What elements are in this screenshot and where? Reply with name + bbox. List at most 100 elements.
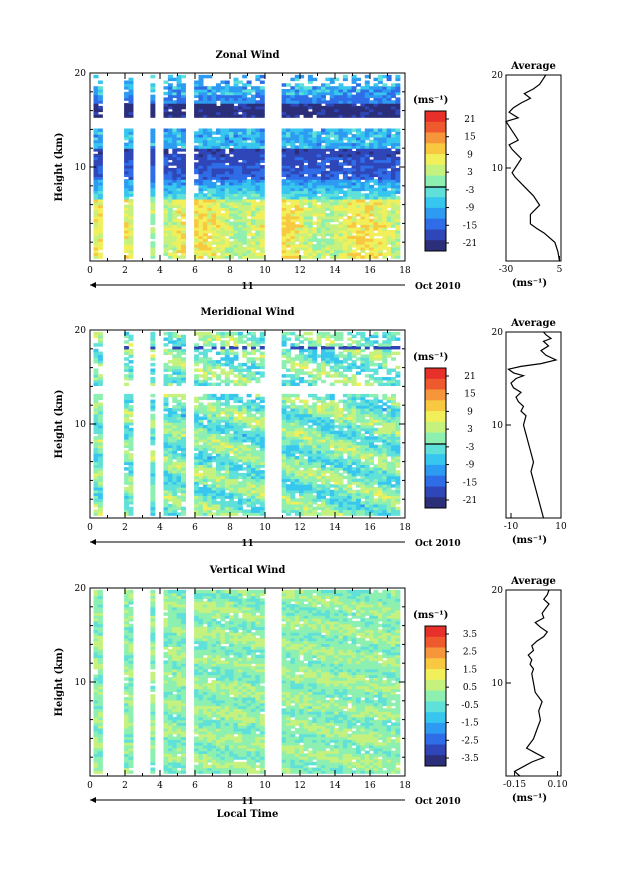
heatmap-cell <box>220 89 226 93</box>
heatmap-cell <box>216 405 221 409</box>
heatmap-cell <box>395 241 401 245</box>
heatmap-cell <box>237 399 243 404</box>
heatmap-cell <box>224 509 230 513</box>
heatmap-cell <box>290 408 296 412</box>
heatmap-cell <box>97 456 103 460</box>
heatmap-cell <box>259 360 265 364</box>
heatmap-cell <box>391 170 396 175</box>
heatmap-cell <box>316 97 322 101</box>
heatmap-cell <box>251 255 256 259</box>
heatmap-cell <box>325 402 331 406</box>
heatmap-cell <box>202 470 208 474</box>
heatmap-cell <box>316 89 322 93</box>
heatmap-cell <box>342 201 348 206</box>
heatmap-cell <box>299 354 305 358</box>
heatmap-cell <box>233 354 239 358</box>
heatmap-cell <box>216 487 221 491</box>
heatmap-cell <box>286 196 291 200</box>
heatmap-cell <box>229 201 235 206</box>
heatmap-cell <box>377 91 383 96</box>
heatmap-cell <box>281 348 287 353</box>
heatmap-cell <box>364 114 370 118</box>
heatmap-cell <box>167 427 173 432</box>
heatmap-cell <box>281 103 287 107</box>
heatmap-cell <box>198 444 204 449</box>
heatmap-cell <box>202 167 208 172</box>
heatmap-cell <box>93 196 99 200</box>
heatmap-cell <box>220 379 226 384</box>
heatmap-cell <box>316 148 322 152</box>
heatmap-cell <box>299 100 305 104</box>
heatmap-cell <box>364 100 370 104</box>
heatmap-cell <box>124 249 130 254</box>
heatmap-cell <box>237 506 243 511</box>
heatmap-cell <box>216 495 221 499</box>
heatmap-cell <box>220 224 226 228</box>
heatmap-cell <box>211 484 217 488</box>
heatmap-cell <box>303 379 309 384</box>
heatmap-cell <box>202 246 208 251</box>
heatmap-cell <box>286 139 291 144</box>
heatmap-cell <box>220 153 226 158</box>
heatmap-cell <box>303 357 309 361</box>
heatmap-cell <box>167 199 173 203</box>
heatmap-cell <box>377 215 383 220</box>
heatmap-cell <box>334 173 340 178</box>
heatmap-cell <box>167 252 173 256</box>
heatmap-cell <box>325 193 331 197</box>
heatmap-cell <box>233 368 239 372</box>
heatmap-cell <box>290 346 296 350</box>
heatmap-cell <box>356 210 361 214</box>
heatmap-cell <box>181 230 186 234</box>
heatmap-cell <box>259 337 265 341</box>
heatmap-cell <box>150 235 156 240</box>
heatmap-cell <box>369 232 375 237</box>
heatmap-cell <box>237 232 243 237</box>
heatmap-cell <box>329 498 335 502</box>
heatmap-cell <box>325 182 331 186</box>
heatmap-cell <box>391 153 396 158</box>
heatmap-cell <box>229 337 235 341</box>
heatmap-cell <box>251 105 256 110</box>
heatmap-cell <box>377 204 383 209</box>
heatmap-cell <box>312 103 318 107</box>
heatmap-cell <box>290 506 296 511</box>
heatmap-cell <box>334 184 340 189</box>
heatmap-cell <box>198 224 204 228</box>
heatmap-cell <box>224 393 230 398</box>
heatmap-cell <box>321 424 326 429</box>
heatmap-cell <box>198 433 204 437</box>
heatmap-cell <box>294 470 300 474</box>
heatmap-cell <box>338 89 344 93</box>
heatmap-cell <box>237 489 243 494</box>
heatmap-cell <box>202 170 208 175</box>
heatmap-cell <box>128 365 134 370</box>
heatmap-cell <box>312 145 318 149</box>
heatmap-cell <box>286 207 291 211</box>
heatmap-cell <box>377 156 383 161</box>
heatmap-cell <box>342 86 348 90</box>
heatmap-cell <box>202 173 208 178</box>
heatmap-cell <box>242 436 248 440</box>
heatmap-cell <box>220 461 226 466</box>
heatmap-cell <box>307 224 313 228</box>
heatmap-cell <box>281 145 287 149</box>
heatmap-cell <box>167 456 173 460</box>
heatmap-cell <box>391 182 396 186</box>
heatmap-cell <box>386 94 392 99</box>
heatmap-cell <box>303 348 309 353</box>
heatmap-cell <box>124 374 130 378</box>
heatmap-cell <box>172 246 178 251</box>
heatmap-cell <box>329 509 335 513</box>
heatmap-cell <box>364 244 370 248</box>
heatmap-cell <box>229 433 235 437</box>
heatmap-cell <box>167 153 173 158</box>
heatmap-cell <box>242 165 248 169</box>
heatmap-cell <box>259 114 265 118</box>
heatmap-cell <box>321 492 326 497</box>
heatmap-cell <box>172 348 178 353</box>
heatmap-cell <box>382 246 388 251</box>
heatmap-cell <box>97 433 103 437</box>
heatmap-cell <box>299 238 305 242</box>
heatmap-cell <box>290 439 296 443</box>
